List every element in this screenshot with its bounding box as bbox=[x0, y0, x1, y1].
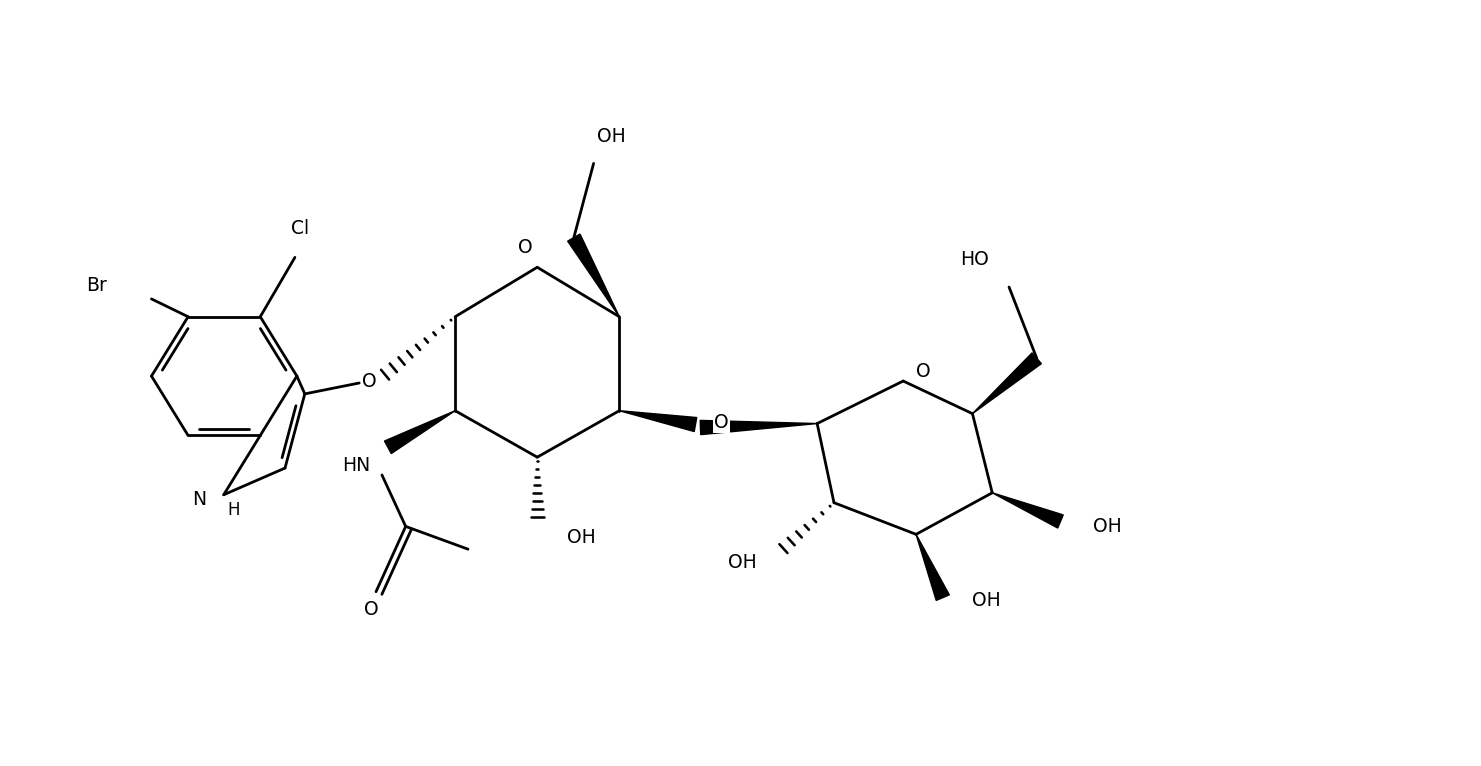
Text: HO: HO bbox=[961, 250, 989, 270]
Polygon shape bbox=[992, 493, 1063, 528]
Text: O: O bbox=[361, 372, 376, 391]
Text: OH: OH bbox=[567, 528, 595, 547]
Text: OH: OH bbox=[597, 126, 626, 146]
Text: OH: OH bbox=[1093, 517, 1123, 536]
Polygon shape bbox=[385, 411, 455, 453]
Text: O: O bbox=[364, 600, 378, 619]
Text: HN: HN bbox=[342, 456, 370, 475]
Polygon shape bbox=[973, 353, 1041, 414]
Text: O: O bbox=[714, 413, 729, 432]
Polygon shape bbox=[917, 535, 949, 601]
Text: Br: Br bbox=[86, 276, 107, 295]
Text: OH: OH bbox=[973, 591, 1001, 610]
Text: OH: OH bbox=[729, 552, 757, 571]
Text: N: N bbox=[191, 490, 206, 509]
Polygon shape bbox=[701, 421, 818, 434]
Text: O: O bbox=[518, 238, 533, 257]
Polygon shape bbox=[567, 234, 619, 316]
Text: H: H bbox=[227, 501, 240, 519]
Text: O: O bbox=[915, 362, 930, 381]
Polygon shape bbox=[619, 411, 696, 431]
Text: Cl: Cl bbox=[290, 218, 310, 237]
